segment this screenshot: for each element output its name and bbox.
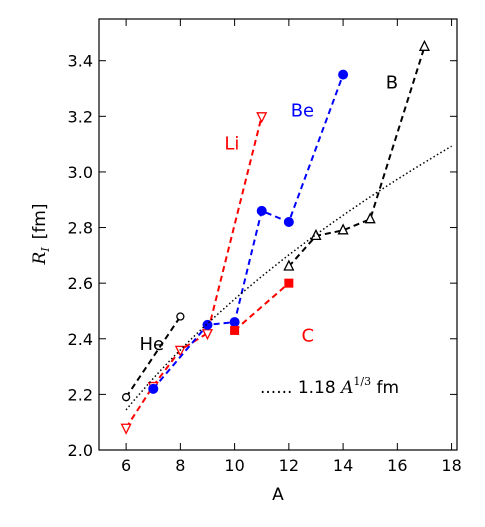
series-line-c	[233, 282, 290, 332]
y-tick-label: 2.8	[68, 219, 93, 238]
x-tick-label: 6	[121, 456, 131, 475]
x-tick-label: 16	[387, 456, 407, 475]
y-axis-title: RI [fm]	[30, 204, 52, 266]
fit-annotation-var: A	[339, 378, 353, 398]
x-tick-label: 8	[175, 456, 185, 475]
x-tick-label: 14	[333, 456, 353, 475]
data-point-square-filled	[230, 325, 240, 335]
data-point-triangle-down	[256, 112, 268, 124]
x-axis-title: A	[272, 485, 284, 505]
series-c	[230, 278, 294, 335]
series-label-he: He	[139, 334, 164, 355]
x-tick-label: 18	[441, 456, 461, 475]
series-label-c: C	[302, 326, 315, 347]
data-point-triangle-up	[337, 223, 349, 235]
plot-frame	[98, 18, 458, 451]
y-tick-label: 3.4	[68, 52, 93, 71]
y-axis-symbol: R	[30, 251, 50, 265]
series-be	[148, 69, 349, 394]
data-point-triangle-up	[283, 259, 295, 271]
data-point-circle-filled	[229, 317, 240, 328]
y-tick-label: 2.2	[68, 385, 93, 404]
y-tick-label: 2.4	[68, 330, 93, 349]
data-point-circle-open	[121, 393, 131, 402]
y-tick-label: 2.6	[68, 274, 93, 293]
series-he	[121, 312, 185, 402]
data-point-triangle-up	[364, 212, 376, 224]
data-point-circle-filled	[338, 69, 349, 80]
series-line-he	[125, 315, 182, 398]
fit-curve	[125, 145, 452, 411]
y-tick-label: 2.0	[68, 441, 93, 460]
fit-annotation-prefix: ...... 1.18	[260, 378, 341, 398]
fit-layer	[125, 145, 452, 411]
y-axis-unit: [fm]	[30, 204, 50, 240]
data-point-circle-filled	[202, 319, 213, 330]
data-point-square-filled	[284, 278, 294, 288]
y-tick-label: 3.0	[68, 163, 93, 182]
data-point-triangle-up	[310, 228, 322, 241]
series-label-li: Li	[224, 134, 239, 155]
data-point-circle-open	[176, 312, 185, 321]
data-point-triangle-down	[120, 423, 132, 435]
series-b	[283, 39, 431, 271]
y-tick-label: 3.2	[68, 107, 93, 126]
series-label-b: B	[386, 73, 398, 94]
tick-layer: 6 8 10 12 14 16 18 2.0 2.2 2.4 2.6 2.8 3.0 3.2 3.4	[68, 19, 462, 475]
fit-annotation-exponent: 1/3	[353, 375, 371, 388]
series-label-be: Be	[291, 100, 314, 121]
fit-annotation: ...... 1.18 A1/3 fm	[260, 375, 399, 398]
data-point-circle-filled	[283, 216, 294, 227]
x-tick-label: 12	[279, 456, 299, 475]
x-tick-label: 10	[224, 456, 244, 475]
series-label-layer: He Li Be B C	[139, 73, 398, 355]
data-point-circle-filled	[148, 383, 159, 394]
fit-annotation-unit: fm	[371, 378, 399, 398]
data-point-circle-filled	[256, 205, 267, 216]
series-line-be	[152, 74, 345, 390]
data-point-triangle-up	[418, 39, 431, 51]
y-axis-subscript: I	[39, 247, 52, 253]
